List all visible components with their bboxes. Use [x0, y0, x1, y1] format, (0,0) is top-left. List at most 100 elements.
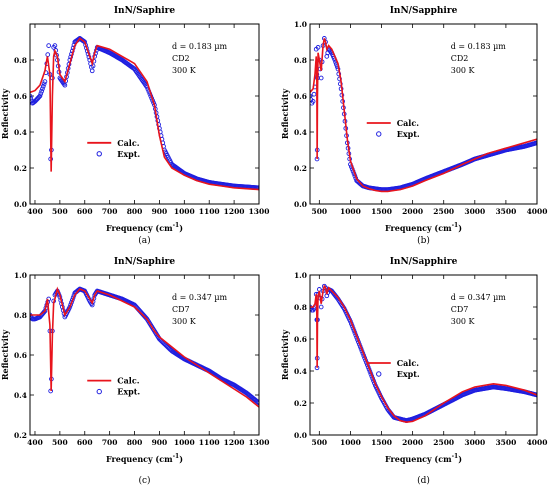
legend-expt-swatch	[96, 151, 102, 157]
x-axis-label: Frequency (cm-1)	[385, 222, 462, 233]
expt-marker	[41, 309, 47, 315]
plot-frame	[29, 23, 260, 205]
y-tick-label: 0.8	[294, 56, 307, 65]
panel-caption: (b)	[417, 235, 430, 246]
x-tick-label: 400	[27, 438, 43, 447]
x-tick-label: 4000	[527, 207, 548, 216]
y-tick-label: 0.2	[14, 164, 27, 173]
annotation-text: d = 0.183 µm	[451, 42, 507, 51]
y-tick-label: 1.0	[294, 20, 307, 29]
y-tick-label: 0.6	[14, 92, 27, 101]
annotation-text: 300 K	[451, 317, 476, 326]
legend-calc-label: Calc.	[397, 358, 419, 368]
expt-marker	[41, 81, 47, 87]
x-tick-label: 3000	[464, 438, 485, 447]
legend-expt-swatch	[376, 131, 382, 137]
y-tick-label: 0.8	[294, 303, 307, 312]
expt-marker	[310, 99, 316, 104]
x-tick-label: 800	[127, 207, 143, 216]
x-tick-label: 500	[312, 438, 328, 447]
plot-frame	[309, 274, 538, 436]
x-axis-label: Frequency (cm-1)	[106, 453, 183, 464]
chart-panel-d: InN/Sapphire 500 1000 1500 2000 2500 3000 3500 4…	[280, 257, 547, 486]
legend-expt-label: Expt.	[397, 129, 420, 139]
y-tick-label: 0.4	[14, 128, 27, 137]
y-tick-label: 0.8	[14, 56, 27, 65]
x-tick-label: 1000	[340, 438, 361, 447]
y-tick-label: 0.2	[14, 431, 27, 440]
x-tick-label: 1300	[249, 207, 270, 216]
legend-calc-label: Calc.	[117, 138, 139, 148]
expt-marker	[318, 75, 324, 81]
y-tick-label: 0.8	[14, 311, 27, 320]
chart-panel-b: InN/Sapphire 500 1000 1500 2000 2500 3000 3500 4…	[280, 6, 547, 246]
y-tick-label: 0.4	[294, 367, 307, 376]
data-layer	[30, 36, 259, 191]
expt-marker	[37, 93, 43, 99]
expt-marker	[42, 79, 48, 84]
plot-frame	[309, 23, 538, 205]
legend-expt-label: Expt.	[397, 369, 420, 379]
x-tick-label: 1200	[224, 438, 245, 447]
legend-expt-label: Expt.	[117, 149, 140, 159]
x-tick-label: 2500	[433, 207, 454, 216]
legend-calc-label: Calc.	[117, 376, 139, 386]
y-tick-label: 0.2	[294, 164, 307, 173]
legend-expt-swatch	[376, 371, 382, 377]
expt-marker	[255, 399, 259, 405]
expt-marker	[38, 91, 44, 96]
annotation-text: 300 K	[451, 66, 476, 75]
x-tick-label: 1500	[371, 438, 392, 447]
expt-marker	[256, 185, 259, 191]
calc-line	[30, 286, 259, 408]
chart-title: InN/Saphire	[114, 257, 176, 267]
x-tick-label: 1000	[174, 438, 195, 447]
chart-title: InN/Sapphire	[390, 257, 458, 267]
y-tick-label: 0.2	[294, 399, 307, 408]
annotation-text: CD7	[451, 305, 469, 314]
chart-title: InN/Saphire	[114, 6, 176, 16]
y-tick-label: 1.0	[14, 271, 27, 280]
expt-marker	[89, 68, 95, 74]
x-tick-label: 900	[152, 438, 168, 447]
x-tick-label: 400	[27, 207, 43, 216]
data-layer	[310, 283, 537, 424]
y-tick-label: 0.0	[294, 200, 307, 209]
expt-marker	[40, 86, 45, 92]
x-tick-label: 600	[77, 438, 93, 447]
x-tick-label: 1300	[249, 438, 270, 447]
expt-marker	[39, 88, 44, 94]
chart-panel-a: InN/Saphire 400 500 600 700 800 900 1000 1100 120…	[0, 6, 269, 246]
annotation-text: CD2	[451, 54, 469, 63]
annotation-text: d = 0.183 µm	[172, 42, 228, 51]
annotation-text: 300 K	[172, 66, 197, 75]
panel-caption: (c)	[138, 475, 150, 486]
expt-marker	[315, 45, 321, 50]
x-tick-label: 1100	[199, 207, 220, 216]
expt-marker	[311, 91, 317, 97]
x-tick-label: 500	[52, 438, 68, 447]
x-tick-label: 2500	[433, 438, 454, 447]
expt-marker	[90, 63, 96, 69]
x-tick-label: 2000	[402, 207, 423, 216]
annotation-text: 300 K	[172, 317, 197, 326]
calc-line	[30, 37, 259, 191]
legend-expt-label: Expt.	[117, 387, 140, 397]
x-tick-label: 600	[77, 207, 93, 216]
y-axis-label: Reflectivity	[280, 89, 290, 140]
panel-caption: (a)	[138, 235, 150, 246]
legend-calc-label: Calc.	[397, 118, 419, 128]
x-tick-label: 1200	[224, 207, 245, 216]
expt-marker	[337, 81, 343, 87]
x-tick-label: 700	[102, 438, 118, 447]
expt-marker	[256, 400, 259, 406]
annotation-text: d = 0.347 µm	[172, 293, 228, 302]
annotation-text: CD2	[172, 54, 190, 63]
calc-line	[310, 284, 537, 424]
y-tick-label: 0.6	[294, 92, 307, 101]
expt-marker	[45, 52, 51, 57]
expt-marker	[316, 287, 322, 292]
x-tick-label: 500	[52, 207, 68, 216]
